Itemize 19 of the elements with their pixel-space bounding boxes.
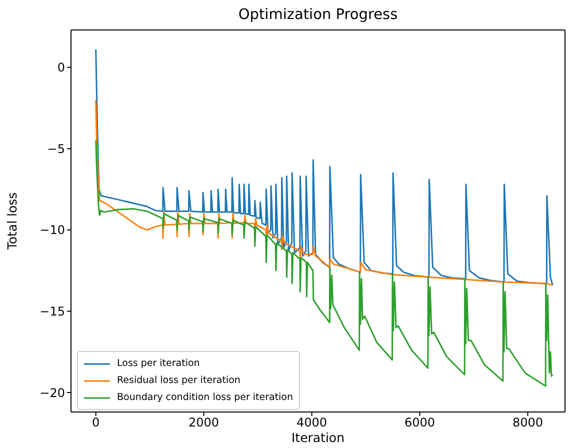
y-tick-label: −10: [40, 223, 65, 238]
x-tick-label: 6000: [404, 416, 436, 430]
chart-title: Optimization Progress: [237, 7, 399, 23]
legend-label: Residual loss per iteration: [117, 375, 240, 386]
line-series: [95, 48, 554, 286]
y-axis-title: Total loss: [4, 192, 20, 251]
line-series: [95, 140, 554, 387]
y-tick-label: −5: [47, 142, 65, 156]
x-tick-label: 0: [92, 416, 100, 430]
y-tick-label: 0: [57, 60, 65, 75]
y-tick-label: −20: [40, 386, 65, 400]
x-tick-label: 2000: [188, 416, 220, 430]
x-tick-label: 8000: [512, 416, 544, 430]
legend-label: Loss per iteration: [117, 358, 200, 369]
legend-label: Boundary condition loss per iteration: [117, 392, 294, 403]
line-series: [95, 99, 554, 286]
x-tick-label: 4000: [296, 416, 328, 430]
x-axis-title: Iteration: [291, 430, 345, 445]
y-tick-label: −15: [40, 304, 65, 318]
